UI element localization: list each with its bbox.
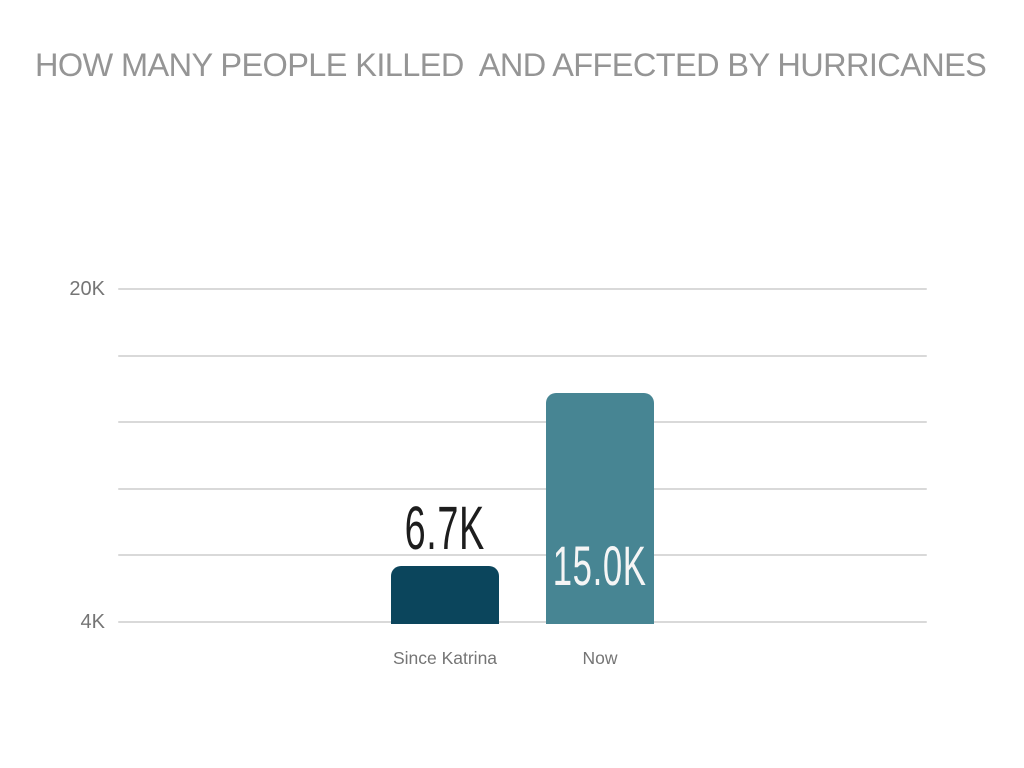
bar-value-label: 6.7K xyxy=(335,493,555,562)
gridline xyxy=(118,621,927,623)
bar-since-katrina xyxy=(391,565,499,624)
x-axis-category-label: Now xyxy=(582,648,618,668)
page-title: HOW MANY PEOPLE KILLED AND AFFECTED BY H… xyxy=(35,47,987,83)
gridline xyxy=(118,487,927,490)
bar-value-text: 15.0K xyxy=(553,534,647,597)
y-axis-tick-label: 20K xyxy=(69,278,105,300)
gridline xyxy=(118,421,927,424)
gridline xyxy=(118,554,927,557)
y-axis-tick-label: 4K xyxy=(80,611,105,633)
x-axis-category-label: Since Katrina xyxy=(392,648,498,668)
bar-value-label: 15.0K xyxy=(490,534,710,597)
bar-now xyxy=(546,393,654,624)
gridline xyxy=(118,354,927,357)
gridline xyxy=(118,288,927,290)
bar-value-text: 6.7K xyxy=(404,493,486,562)
